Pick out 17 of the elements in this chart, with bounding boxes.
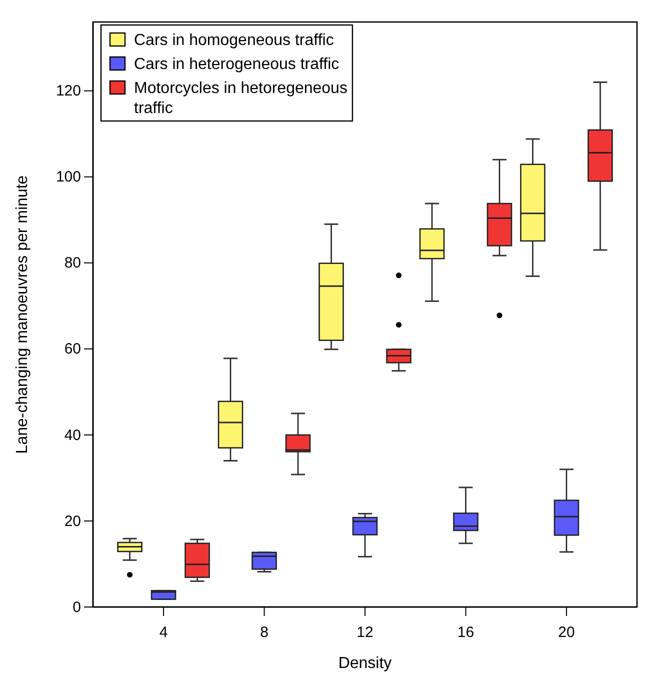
y-tick-label: 80 <box>64 254 81 272</box>
x-tick-label: 8 <box>260 624 268 641</box>
x-tick-label: 20 <box>558 624 575 641</box>
legend-label: Cars in heterogeneous traffic <box>134 56 340 73</box>
y-tick-label: 40 <box>64 426 81 444</box>
y-tick-label: 60 <box>64 340 81 358</box>
x-tick-label: 12 <box>356 624 374 641</box>
legend-label: Cars in homogeneous traffic <box>134 32 334 49</box>
y-tick-label: 100 <box>56 168 81 186</box>
y-tick-label: 20 <box>64 512 81 530</box>
x-tick-label: 4 <box>159 624 168 641</box>
x-axis-title: Density <box>338 655 392 672</box>
legend-label: Motorcycles in hetoregeneous traffic <box>134 80 348 117</box>
y-tick-label: 120 <box>56 82 81 100</box>
y-tick-label: 0 <box>72 598 81 616</box>
y-axis-title: Lane-changing manoeuvres per minute <box>14 175 31 454</box>
x-tick-label: 16 <box>457 624 474 641</box>
